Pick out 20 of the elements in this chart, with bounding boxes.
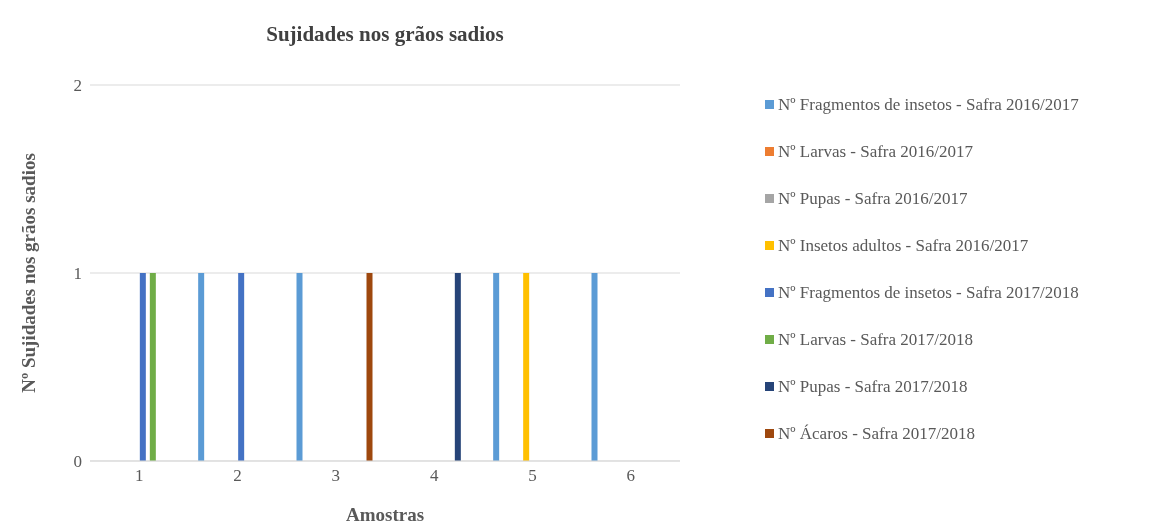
x-tick-label: 3 (331, 466, 341, 486)
x-tick-label: 5 (528, 466, 537, 486)
legend-label: Nº Larvas - Safra 2017/2018 (778, 329, 974, 350)
legend-label: Nº Pupas - Safra 2017/2018 (778, 376, 968, 397)
legend-label: Nº Fragmentos de insetos - Safra 2016/2017 (778, 94, 1079, 115)
legend-label: Nº Insetos adultos - Safra 2016/2017 (778, 235, 1029, 256)
legend-label: Nº Ácaros - Safra 2017/2018 (778, 423, 975, 444)
y-tick-label: 2 (73, 76, 82, 96)
y-tick-label: 1 (73, 264, 82, 284)
legend-label: Nº Pupas - Safra 2016/2017 (778, 188, 968, 209)
x-tick-label: 2 (233, 466, 242, 486)
x-tick-label: 6 (626, 466, 636, 486)
x-tick-label: 1 (134, 466, 144, 486)
y-tick-label: 0 (73, 452, 82, 472)
x-tick-label: 4 (429, 466, 439, 486)
chart-title: Sujidades nos grãos sadios (265, 22, 505, 47)
y-axis-title: Nº Sujidades nos grãos sadios (17, 153, 39, 393)
legend-label: Nº Larvas - Safra 2016/2017 (778, 141, 974, 162)
legend-label: Nº Fragmentos de insetos - Safra 2017/2018 (778, 282, 1079, 303)
x-axis-title: Amostras (345, 504, 425, 525)
